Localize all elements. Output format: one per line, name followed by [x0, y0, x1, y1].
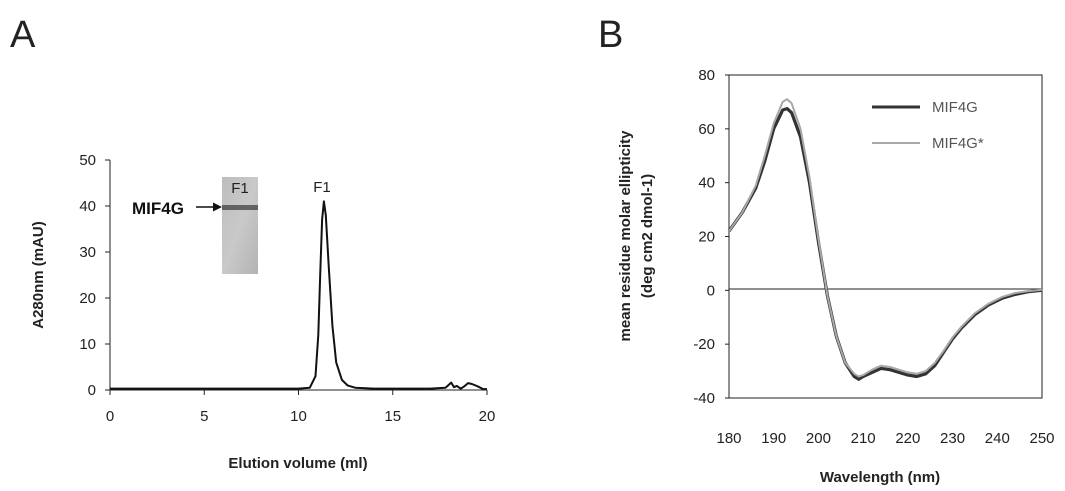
- chart-b-y-axis-title-line2: (deg cm2 dmol-1): [639, 174, 656, 298]
- chart-a-x-axis-title: Elution volume (ml): [228, 455, 367, 472]
- chromatogram-line: [110, 200, 487, 391]
- chart-b-y-axis-title-line1: mean residue molar ellipticity: [617, 130, 634, 342]
- chart-b-y-tick-label: 0: [707, 282, 715, 299]
- band-arrow-head: [213, 202, 222, 212]
- chart-a-y-axis-title: A280nm (mAU): [30, 221, 47, 329]
- chart-a-y-tick-label: 40: [79, 198, 96, 215]
- chart-b-x-tick-label: 250: [1029, 430, 1054, 447]
- chart-b-x-tick-label: 180: [716, 430, 741, 447]
- gel-inset-image: [222, 177, 258, 274]
- cd-line-mif4g: [727, 107, 1043, 381]
- chart-b: 180 190 200 210 220 230 240 250 -40 -20 0 20 40 60 80…: [617, 67, 1055, 486]
- gel-lane-label: F1: [231, 180, 249, 197]
- band-label: MIF4G: [132, 199, 184, 218]
- legend-label-mif4g-star: MIF4G*: [932, 135, 984, 152]
- chart-a-y-tick-label: 20: [79, 290, 96, 307]
- chart-b-x-tick-label: 230: [940, 430, 965, 447]
- panel-a-letter: A: [10, 14, 36, 56]
- chart-b-y-tick-label: 60: [698, 121, 715, 138]
- chart-b-x-axis-title: Wavelength (nm): [820, 469, 940, 486]
- chart-a-x-tick-label: 10: [290, 408, 307, 425]
- chart-b-y-tick-label: 40: [698, 175, 715, 192]
- chart-a-y-tick-label: 50: [79, 152, 96, 169]
- chart-b-y-tick-label: 80: [698, 67, 715, 84]
- chart-a-x-tick-label: 15: [384, 408, 401, 425]
- chart-b-x-tick-label: 190: [761, 430, 786, 447]
- chart-b-x-tick-label: 220: [895, 430, 920, 447]
- chart-b-y-tick-label: -40: [693, 390, 715, 407]
- legend-label-mif4g: MIF4G: [932, 99, 978, 116]
- gel-band: [222, 205, 258, 210]
- chart-a-x-tick-label: 0: [106, 408, 114, 425]
- panel-b-letter: B: [598, 14, 624, 56]
- chart-b-x-tick-label: 200: [806, 430, 831, 447]
- chart-a: 0 5 10 15 20 0 10 20 30 40 50 Elution volume (ml)…: [30, 152, 495, 472]
- chart-b-x-tick-label: 240: [985, 430, 1010, 447]
- chart-a-y-tick-label: 0: [88, 382, 96, 399]
- chart-b-y-tick-label: 20: [698, 229, 715, 246]
- chart-a-y-tick-label: 30: [79, 244, 96, 261]
- chart-a-x-tick-label: 20: [479, 408, 496, 425]
- cd-line-mif4g-star: [728, 98, 1043, 378]
- chart-b-x-tick-label: 210: [851, 430, 876, 447]
- peak-label: F1: [313, 179, 331, 196]
- chart-a-y-tick-label: 10: [79, 336, 96, 353]
- chart-b-y-tick-label: -20: [693, 336, 715, 353]
- chart-a-x-tick-label: 5: [200, 408, 208, 425]
